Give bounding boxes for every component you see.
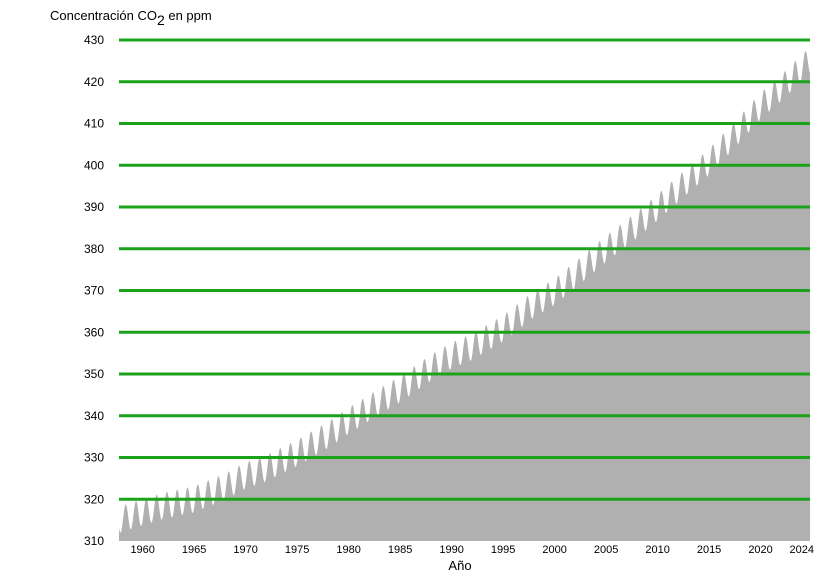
y-axis-label: Concentración CO2 en ppm [50, 8, 212, 28]
x-tick-1980: 1980 [336, 544, 360, 556]
x-tick-1970: 1970 [233, 544, 257, 556]
y-tick-370: 370 [84, 284, 104, 298]
x-tick-1965: 1965 [182, 544, 206, 556]
x-tick-2005: 2005 [594, 544, 618, 556]
x-tick-1995: 1995 [491, 544, 515, 556]
y-tick-390: 390 [84, 200, 104, 214]
co2-series-area [119, 51, 810, 541]
y-tick-430: 430 [84, 33, 104, 47]
y-axis-label-subscript: 2 [157, 12, 165, 28]
y-tick-360: 360 [84, 325, 104, 339]
y-tick-420: 420 [84, 75, 104, 89]
y-axis-label-prefix: Concentración CO [50, 8, 157, 23]
x-tick-1960: 1960 [130, 544, 154, 556]
y-tick-330: 330 [84, 451, 104, 465]
x-tick-2015: 2015 [697, 544, 721, 556]
gridlines [119, 38, 810, 501]
x-tick-1975: 1975 [285, 544, 309, 556]
y-tick-410: 410 [84, 117, 104, 131]
y-tick-320: 320 [84, 492, 104, 506]
x-tick-2024: 2024 [790, 544, 814, 556]
y-tick-labels: 310 320 330 340 350 360 370 380 390 400 410 420 430 [84, 33, 104, 548]
y-tick-400: 400 [84, 158, 104, 172]
y-tick-310: 310 [84, 534, 104, 548]
x-tick-1985: 1985 [388, 544, 412, 556]
co2-area [119, 51, 810, 541]
x-tick-2010: 2010 [645, 544, 669, 556]
y-tick-380: 380 [84, 242, 104, 256]
x-tick-2020: 2020 [748, 544, 772, 556]
y-tick-350: 350 [84, 367, 104, 381]
x-tick-1990: 1990 [439, 544, 463, 556]
x-tick-labels: 1960 1965 1970 1975 1980 1985 1990 1995 2000 2005… [130, 544, 814, 556]
x-tick-2000: 2000 [542, 544, 566, 556]
y-tick-340: 340 [84, 409, 104, 423]
x-axis-label: Año [448, 558, 471, 573]
y-axis-label-suffix: en ppm [165, 8, 212, 23]
